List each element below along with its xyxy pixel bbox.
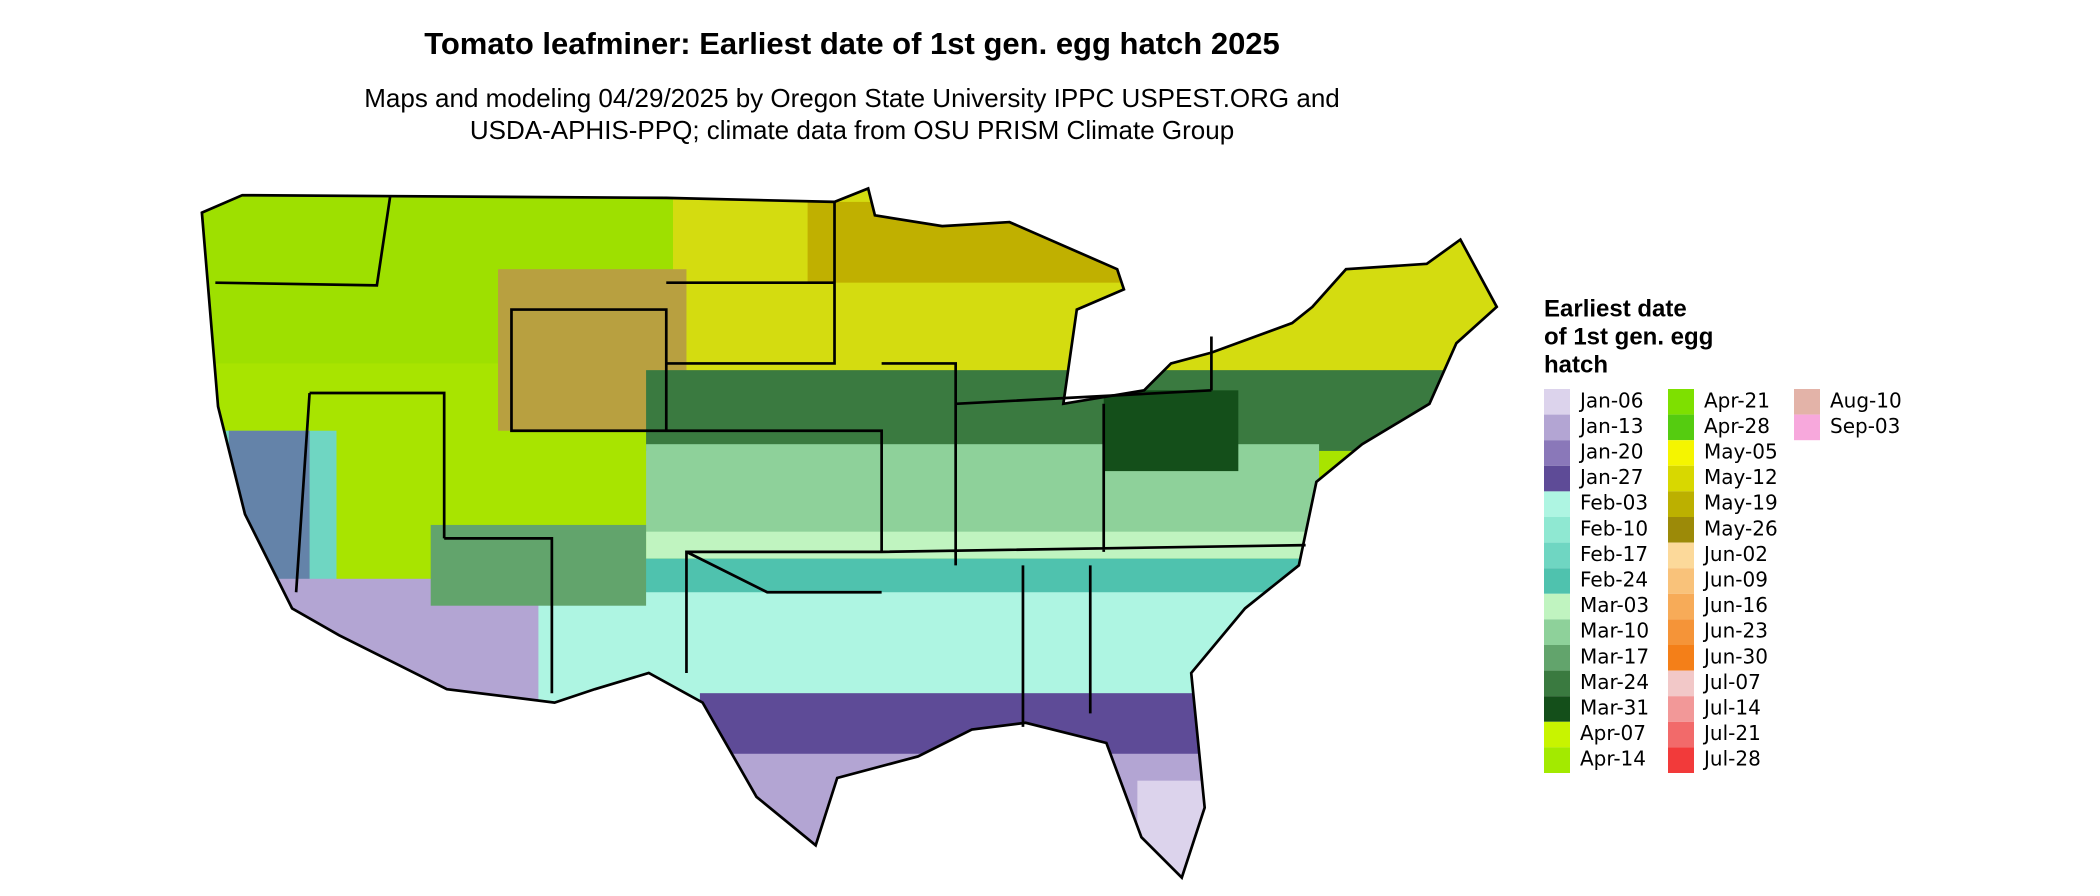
legend-swatch xyxy=(1668,696,1694,722)
subtitle: USDA-APHIS-PPQ; climate data from OSU PR… xyxy=(470,115,1234,145)
legend-swatch xyxy=(1544,747,1570,773)
legend-swatch xyxy=(1668,645,1694,671)
legend-label: Apr-21 xyxy=(1704,388,1770,412)
legend-swatch xyxy=(1668,670,1694,697)
legend-label: Sep-03 xyxy=(1830,414,1900,438)
legend-label: Mar-17 xyxy=(1580,644,1649,668)
map xyxy=(200,186,1499,881)
legend-label: Feb-17 xyxy=(1580,542,1648,566)
legend-swatch xyxy=(1668,440,1694,466)
legend-label: Jun-30 xyxy=(1702,644,1768,668)
legend-label: May-26 xyxy=(1704,516,1778,540)
legend-swatch xyxy=(1544,389,1570,415)
legend-swatch xyxy=(1668,517,1694,543)
legend-label: Jun-09 xyxy=(1702,568,1768,592)
legend-swatch xyxy=(1668,747,1694,773)
legend-label: May-19 xyxy=(1704,491,1778,515)
legend-swatch xyxy=(1544,414,1570,441)
legend-swatch xyxy=(1668,568,1694,594)
legend-label: Mar-10 xyxy=(1580,619,1649,643)
legend-swatch xyxy=(1544,542,1570,569)
legend-swatch xyxy=(1668,721,1694,748)
legend-swatch xyxy=(1668,389,1694,415)
legend-label: Aug-10 xyxy=(1830,388,1902,412)
legend-swatch xyxy=(1544,517,1570,543)
legend-label: Apr-14 xyxy=(1580,747,1646,771)
legend-swatch xyxy=(1544,619,1570,645)
legend-swatch xyxy=(1544,440,1570,466)
legend-swatch xyxy=(1544,696,1570,722)
legend-label: Jan-27 xyxy=(1578,465,1644,489)
legend-title: Earliest date xyxy=(1544,295,1687,322)
legend-swatch xyxy=(1544,491,1570,517)
legend-label: Jul-28 xyxy=(1702,747,1761,771)
legend-swatch xyxy=(1668,619,1694,645)
legend-swatch xyxy=(1668,593,1694,620)
legend-label: Apr-07 xyxy=(1580,721,1646,745)
legend-label: Jan-20 xyxy=(1578,440,1644,464)
legend-swatch xyxy=(1668,414,1694,441)
legend-label: May-05 xyxy=(1704,440,1778,464)
legend-swatch xyxy=(1544,721,1570,748)
legend-title: hatch xyxy=(1544,351,1608,378)
legend-label: Apr-28 xyxy=(1704,414,1770,438)
legend-swatch xyxy=(1544,670,1570,697)
legend: Jan-06Jan-13Jan-20Jan-27Feb-03Feb-10Feb-… xyxy=(1544,388,1902,773)
legend-label: Jun-02 xyxy=(1702,542,1768,566)
legend-title: of 1st gen. egg xyxy=(1544,323,1713,350)
legend-label: Jul-21 xyxy=(1702,721,1761,745)
subtitle: Maps and modeling 04/29/2025 by Oregon S… xyxy=(364,83,1340,113)
legend-swatch xyxy=(1668,491,1694,517)
legend-label: Mar-03 xyxy=(1580,593,1649,617)
legend-swatch xyxy=(1544,465,1570,492)
legend-label: Jun-23 xyxy=(1702,619,1768,643)
legend-label: Feb-03 xyxy=(1580,491,1648,515)
legend-swatch xyxy=(1668,542,1694,569)
legend-swatch xyxy=(1794,414,1820,441)
legend-label: Jan-13 xyxy=(1578,414,1644,438)
legend-label: Mar-24 xyxy=(1580,670,1649,694)
legend-swatch xyxy=(1794,389,1820,415)
legend-label: May-12 xyxy=(1704,465,1778,489)
legend-label: Jan-06 xyxy=(1578,388,1644,412)
legend-label: Jul-14 xyxy=(1702,696,1761,720)
legend-label: Jul-07 xyxy=(1702,670,1761,694)
legend-swatch xyxy=(1544,568,1570,594)
legend-label: Jun-16 xyxy=(1702,593,1768,617)
title: Tomato leafminer: Earliest date of 1st g… xyxy=(424,26,1280,61)
legend-swatch xyxy=(1544,645,1570,671)
legend-label: Feb-10 xyxy=(1580,516,1648,540)
legend-label: Mar-31 xyxy=(1580,696,1649,720)
legend-label: Feb-24 xyxy=(1580,568,1648,592)
legend-swatch xyxy=(1668,465,1694,492)
legend-swatch xyxy=(1544,593,1570,620)
